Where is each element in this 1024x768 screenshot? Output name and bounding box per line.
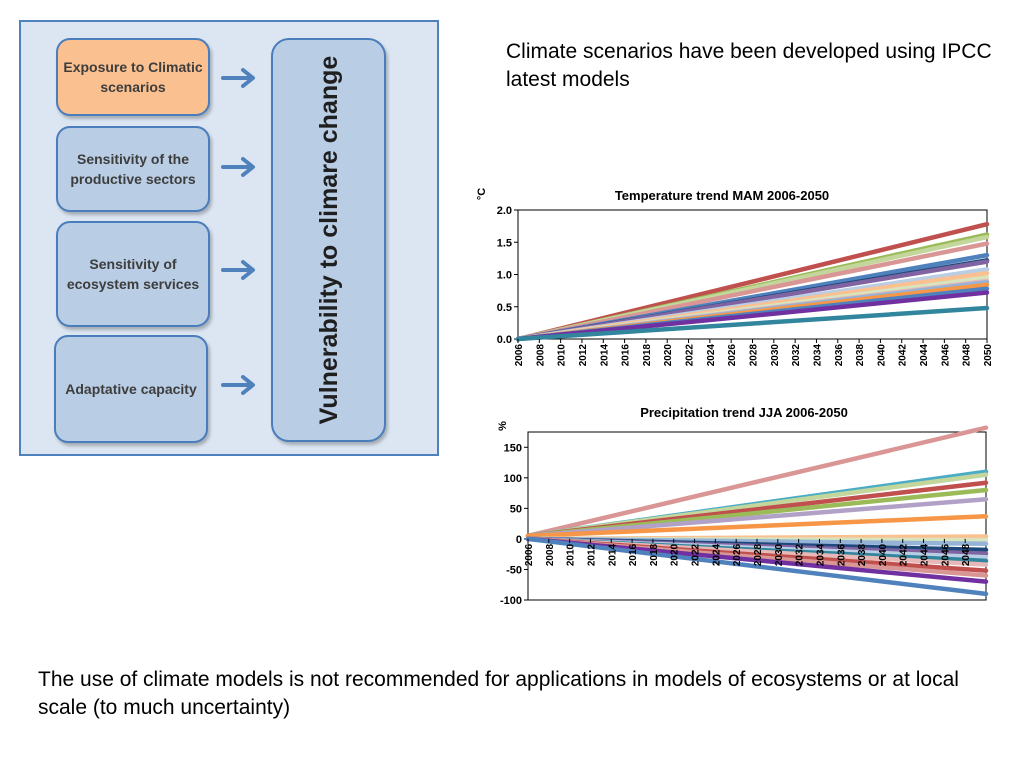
x-tick-label: 2026 [727, 344, 738, 367]
arrow-right-icon [221, 375, 255, 395]
x-tick-label: 2010 [566, 543, 577, 566]
x-tick-label: 2022 [685, 344, 696, 367]
x-tick-label: 2036 [836, 543, 847, 566]
factor-box-sensitivity-ecosystem: Sensitivity of ecosystem services [56, 221, 210, 327]
series-line-6 [525, 496, 989, 539]
y-axis-label: °C [476, 188, 488, 200]
y-tick-label: 150 [504, 442, 522, 454]
x-tick-label: 2008 [535, 344, 546, 367]
factor-label: Adaptative capacity [65, 381, 197, 397]
x-tick-label: 2034 [812, 344, 823, 367]
series-line-19 [525, 536, 989, 597]
arrow-right-icon [221, 157, 255, 177]
intro-text: Climate scenarios have been developed us… [506, 40, 992, 91]
x-tick-label: 2030 [774, 543, 785, 566]
x-tick-label: 2008 [545, 543, 556, 566]
x-tick-label: 2046 [940, 344, 951, 367]
x-tick-label: 2006 [514, 344, 525, 367]
factor-label: Exposure to Climatic scenarios [63, 59, 203, 95]
x-tick-label: 2024 [711, 543, 722, 566]
y-tick-label: 0 [516, 534, 522, 546]
y-tick-label: 50 [510, 503, 522, 515]
x-tick-label: 2040 [876, 344, 887, 367]
x-tick-label: 2026 [732, 543, 743, 566]
y-tick-label: 1.0 [497, 270, 512, 282]
factor-box-sensitivity-productive: Sensitivity of the productive sectors [56, 126, 210, 212]
temperature-chart: Temperature trend MAM 2006-2050 °C 0.0 0.5 1… [476, 188, 994, 367]
x-tick-label: 2042 [899, 543, 910, 566]
x-tick-label: 2038 [857, 543, 868, 566]
x-tick-label: 2050 [983, 344, 994, 367]
y-tick-label: -50 [506, 564, 522, 576]
factor-label: Sensitivity of ecosystem services [66, 256, 200, 292]
x-tick-label: 2010 [557, 344, 568, 367]
x-tick-label: 2038 [855, 344, 866, 367]
series-line-7 [525, 514, 989, 539]
y-tick-label: 100 [504, 473, 522, 485]
factor-box-exposure: Exposure to Climatic scenarios [56, 38, 210, 116]
x-tick-label: 2006 [524, 543, 535, 566]
x-tick-label: 2014 [607, 543, 618, 566]
x-tick-label: 2012 [578, 344, 589, 367]
chart-title: Precipitation trend JJA 2006-2050 [640, 405, 848, 420]
x-tick-label: 2030 [770, 344, 781, 367]
x-tick-label: 2032 [795, 543, 806, 566]
x-tick-label: 2036 [834, 344, 845, 367]
x-tick-label: 2048 [962, 344, 973, 367]
x-tick-label: 2046 [940, 543, 951, 566]
x-tick-label: 2022 [691, 543, 702, 566]
y-axis-label: % [497, 421, 509, 431]
x-tick-label: 2020 [670, 543, 681, 566]
x-tick-label: 2032 [791, 344, 802, 367]
x-tick-label: 2016 [628, 543, 639, 566]
arrow-right-icon [221, 68, 255, 88]
x-tick-label: 2044 [920, 543, 931, 566]
series-line-15 [515, 290, 990, 342]
y-tick-label: 2.0 [497, 205, 512, 217]
x-tick-label: 2040 [878, 543, 889, 566]
factor-box-adaptive-capacity: Adaptative capacity [54, 335, 208, 443]
x-tick-label: 2020 [663, 344, 674, 367]
x-tick-label: 2012 [586, 543, 597, 566]
series-line-16 [515, 305, 990, 342]
conclusion-text: The use of climate models is not recomme… [38, 668, 959, 719]
precipitation-chart: Precipitation trend JJA 2006-2050% -100 -5… [497, 405, 989, 607]
x-tick-label: 2014 [599, 344, 610, 367]
x-tick-label: 2042 [898, 344, 909, 367]
chart-title: Temperature trend MAM 2006-2050 [615, 188, 829, 203]
x-tick-label: 2016 [621, 344, 632, 367]
x-tick-label: 2048 [961, 543, 972, 566]
y-tick-label: 0.5 [497, 302, 512, 314]
x-tick-label: 2034 [815, 543, 826, 566]
x-tick-label: 2018 [649, 543, 660, 566]
x-tick-label: 2028 [749, 344, 760, 367]
x-tick-label: 2018 [642, 344, 653, 367]
y-tick-label: 1.5 [497, 237, 512, 249]
vulnerability-box: Vulnerability to climare change [271, 38, 386, 442]
arrow-right-icon [221, 260, 255, 280]
x-tick-label: 2044 [919, 344, 930, 367]
series-line-1 [525, 425, 989, 539]
x-tick-label: 2028 [753, 543, 764, 566]
y-tick-label: -100 [500, 595, 522, 607]
x-tick-label: 2024 [706, 344, 717, 367]
vulnerability-label: Vulnerability to climare change [314, 55, 343, 425]
y-tick-label: 0.0 [497, 334, 512, 346]
factor-label: Sensitivity of the productive sectors [70, 151, 196, 187]
